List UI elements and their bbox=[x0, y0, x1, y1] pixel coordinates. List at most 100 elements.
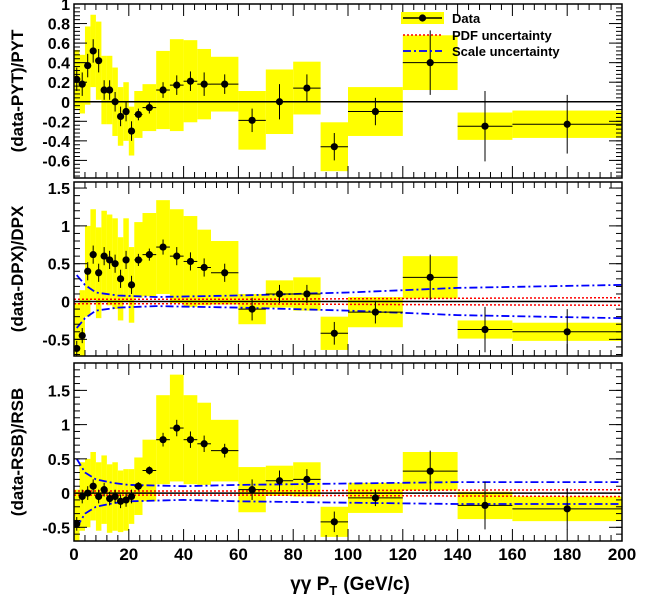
data-point bbox=[127, 121, 136, 141]
data-point bbox=[89, 245, 97, 264]
data-point-marker bbox=[221, 80, 229, 88]
data-point bbox=[84, 53, 92, 78]
data-point-marker bbox=[371, 494, 379, 502]
data-point-marker bbox=[221, 447, 229, 455]
data-point bbox=[111, 489, 119, 504]
data-point-marker bbox=[200, 263, 208, 272]
data-point-marker bbox=[248, 305, 256, 313]
data-point bbox=[111, 254, 119, 273]
data-point bbox=[238, 297, 266, 321]
data-point bbox=[106, 80, 114, 100]
data-point bbox=[197, 258, 211, 277]
data-point bbox=[116, 106, 125, 127]
data-point-marker bbox=[127, 492, 136, 501]
data-point bbox=[74, 517, 81, 531]
data-point bbox=[156, 432, 170, 447]
data-point-marker bbox=[200, 80, 208, 88]
data-point-marker bbox=[248, 116, 256, 124]
data-point-marker bbox=[145, 466, 153, 475]
data-point-marker bbox=[275, 477, 284, 485]
data-point bbox=[197, 72, 211, 96]
x-tick-label: 80 bbox=[284, 545, 303, 564]
data-point-marker bbox=[106, 86, 114, 94]
y-tick-label: -0.4 bbox=[42, 134, 70, 151]
data-point bbox=[197, 435, 211, 452]
x-tick-label: 100 bbox=[334, 545, 362, 564]
scale-uncertainty-line bbox=[76, 274, 622, 298]
data-point-marker bbox=[100, 486, 108, 494]
data-point-marker bbox=[330, 329, 338, 337]
data-point-marker bbox=[303, 290, 311, 298]
data-point-marker bbox=[116, 112, 125, 121]
data-point bbox=[127, 275, 136, 294]
data-point bbox=[238, 479, 266, 500]
y-tick-label: 0.6 bbox=[48, 36, 70, 53]
data-point-marker bbox=[122, 107, 130, 116]
scale-uncertainty-line bbox=[75, 498, 622, 528]
data-point-marker bbox=[221, 269, 229, 277]
data-point-marker bbox=[74, 75, 81, 83]
data-point-marker bbox=[145, 251, 153, 259]
data-point-marker bbox=[275, 290, 284, 298]
data-point bbox=[142, 466, 157, 475]
data-point-marker bbox=[426, 273, 434, 281]
legend-entry-2: PDF uncertainty bbox=[403, 28, 552, 43]
data-point-marker bbox=[106, 494, 114, 503]
x-tick-label: 60 bbox=[229, 545, 248, 564]
data-point bbox=[320, 511, 348, 533]
x-axis-label-unit: (GeV/c) bbox=[343, 574, 410, 595]
data-point bbox=[74, 67, 81, 91]
x-tick-label: 20 bbox=[119, 545, 138, 564]
data-point-marker bbox=[116, 275, 125, 283]
data-point-marker bbox=[134, 256, 142, 264]
data-point-marker bbox=[186, 77, 195, 85]
legend-entry-1: Data bbox=[401, 11, 481, 26]
data-point-marker bbox=[186, 436, 195, 444]
data-point bbox=[156, 82, 170, 98]
y-tick-label: 1 bbox=[61, 418, 70, 435]
data-point bbox=[457, 91, 513, 162]
data-point bbox=[134, 482, 143, 491]
data-point bbox=[169, 419, 184, 437]
data-point-marker bbox=[563, 120, 571, 128]
y-tick-label: -0.2 bbox=[42, 114, 70, 131]
data-point bbox=[134, 253, 143, 266]
data-point bbox=[238, 108, 266, 133]
data-point-marker bbox=[84, 489, 92, 497]
y-tick-label: -0.5 bbox=[42, 520, 70, 537]
data-point-marker bbox=[481, 501, 489, 509]
x-tick-label: 0 bbox=[69, 545, 78, 564]
data-point-marker bbox=[200, 440, 208, 448]
data-point bbox=[106, 491, 114, 506]
systematic-band bbox=[74, 489, 80, 541]
legend-marker bbox=[418, 14, 427, 22]
data-point-marker bbox=[89, 482, 97, 490]
data-point-marker bbox=[248, 486, 256, 494]
data-point-marker bbox=[89, 47, 97, 55]
data-point-marker bbox=[111, 98, 119, 106]
data-point-marker bbox=[78, 80, 86, 88]
data-point bbox=[106, 250, 114, 269]
data-point-marker bbox=[84, 61, 92, 70]
data-point-marker bbox=[78, 331, 86, 340]
data-point-marker bbox=[173, 81, 181, 89]
data-point bbox=[89, 479, 97, 494]
data-point-marker bbox=[89, 251, 97, 259]
data-point bbox=[100, 482, 108, 497]
systematic-band bbox=[79, 290, 85, 356]
x-tick-label: 200 bbox=[608, 545, 636, 564]
data-point bbox=[348, 300, 403, 324]
data-point bbox=[293, 284, 321, 304]
panel-1: 1 0.8 0.6 0.4 0.2 0 -0.2 -0.4 -0.6 (data-PYT)/PYT bbox=[8, 0, 623, 179]
y-tick-label: 0.4 bbox=[48, 56, 70, 73]
y-tick-label: 1 bbox=[61, 219, 70, 236]
data-point-marker bbox=[84, 267, 92, 275]
x-axis: 0 20 40 60 80 100 120 140 160 180 200 bbox=[69, 545, 636, 564]
data-point-marker bbox=[100, 86, 108, 94]
data-point bbox=[127, 489, 136, 504]
data-point-marker bbox=[563, 505, 571, 513]
y-tick-label: 1.5 bbox=[48, 181, 70, 198]
y-axis-label: (data-RSB)/RSB bbox=[8, 388, 27, 516]
